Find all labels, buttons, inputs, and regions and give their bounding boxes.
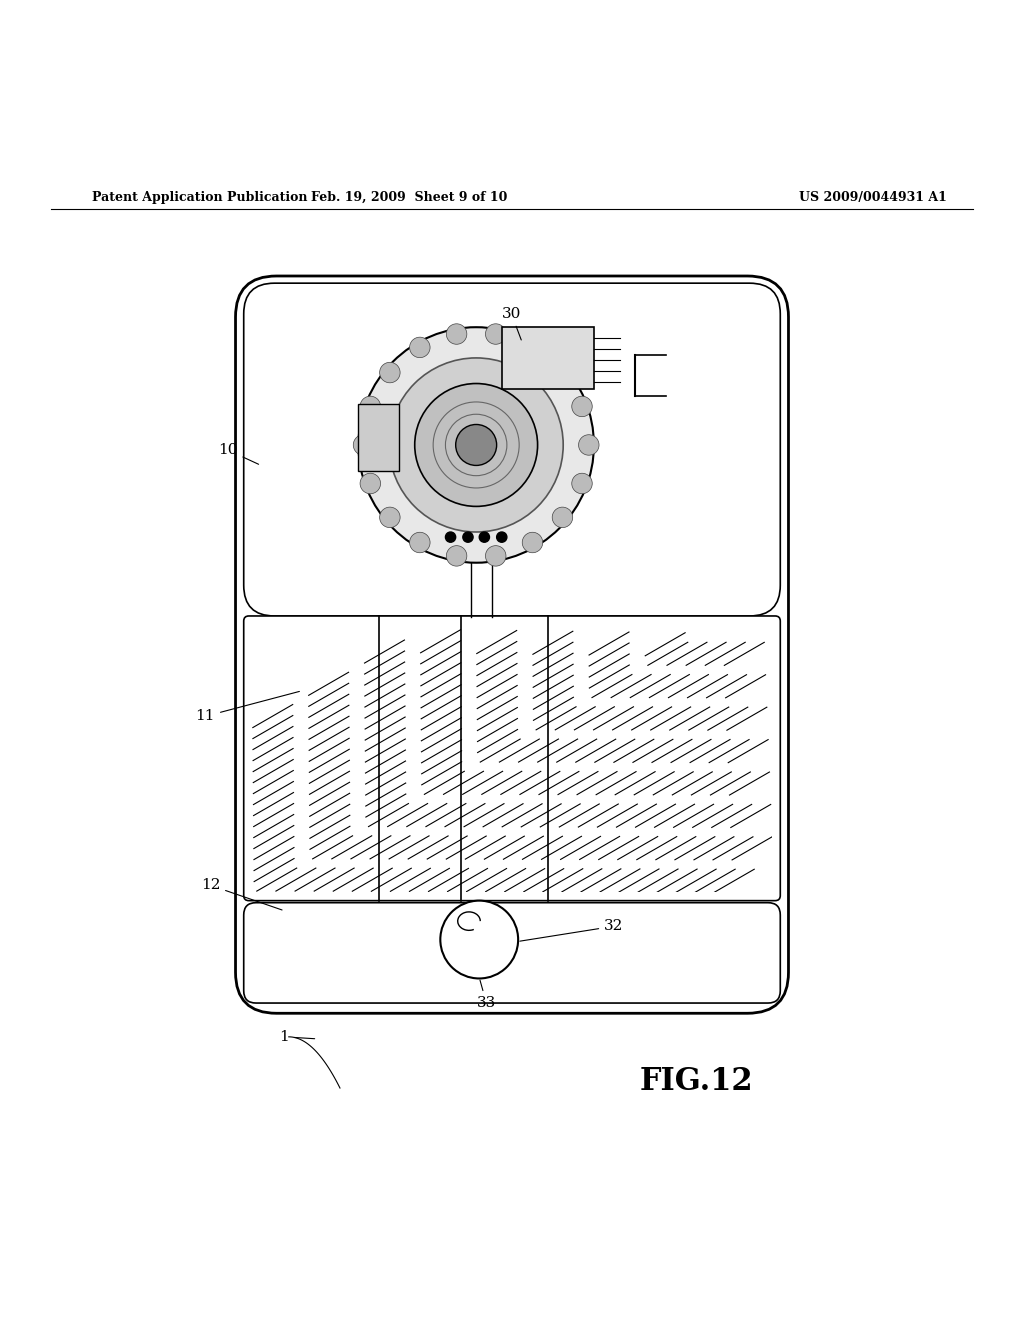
Circle shape bbox=[571, 396, 592, 417]
Circle shape bbox=[497, 532, 507, 543]
Text: US 2009/0044931 A1: US 2009/0044931 A1 bbox=[799, 190, 946, 203]
Text: 33: 33 bbox=[477, 981, 496, 1010]
Circle shape bbox=[479, 532, 489, 543]
Circle shape bbox=[552, 362, 572, 383]
Circle shape bbox=[446, 545, 467, 566]
Circle shape bbox=[358, 327, 594, 562]
Circle shape bbox=[410, 337, 430, 358]
Circle shape bbox=[522, 337, 543, 358]
Circle shape bbox=[446, 323, 467, 345]
FancyBboxPatch shape bbox=[244, 284, 780, 616]
Text: 11: 11 bbox=[196, 692, 299, 723]
Circle shape bbox=[380, 507, 400, 528]
Circle shape bbox=[485, 323, 506, 345]
Text: 12: 12 bbox=[201, 878, 282, 909]
Circle shape bbox=[360, 474, 381, 494]
FancyBboxPatch shape bbox=[244, 616, 780, 900]
Text: 1: 1 bbox=[279, 1030, 314, 1044]
FancyBboxPatch shape bbox=[502, 327, 594, 388]
Circle shape bbox=[571, 474, 592, 494]
Circle shape bbox=[445, 532, 456, 543]
Circle shape bbox=[456, 425, 497, 466]
Circle shape bbox=[415, 384, 538, 507]
FancyBboxPatch shape bbox=[358, 404, 399, 470]
FancyBboxPatch shape bbox=[244, 903, 780, 1003]
Text: 32: 32 bbox=[520, 919, 624, 941]
Circle shape bbox=[552, 507, 572, 528]
Text: FIG.12: FIG.12 bbox=[640, 1067, 753, 1097]
Circle shape bbox=[522, 532, 543, 553]
Circle shape bbox=[485, 545, 506, 566]
Circle shape bbox=[410, 532, 430, 553]
Text: 30: 30 bbox=[502, 306, 521, 341]
Circle shape bbox=[440, 900, 518, 978]
Circle shape bbox=[380, 362, 400, 383]
Circle shape bbox=[463, 532, 473, 543]
Circle shape bbox=[389, 358, 563, 532]
Text: 10: 10 bbox=[218, 444, 259, 465]
Circle shape bbox=[353, 434, 374, 455]
Text: Patent Application Publication: Patent Application Publication bbox=[92, 190, 307, 203]
Circle shape bbox=[579, 434, 599, 455]
Circle shape bbox=[360, 396, 381, 417]
Text: Feb. 19, 2009  Sheet 9 of 10: Feb. 19, 2009 Sheet 9 of 10 bbox=[311, 190, 508, 203]
